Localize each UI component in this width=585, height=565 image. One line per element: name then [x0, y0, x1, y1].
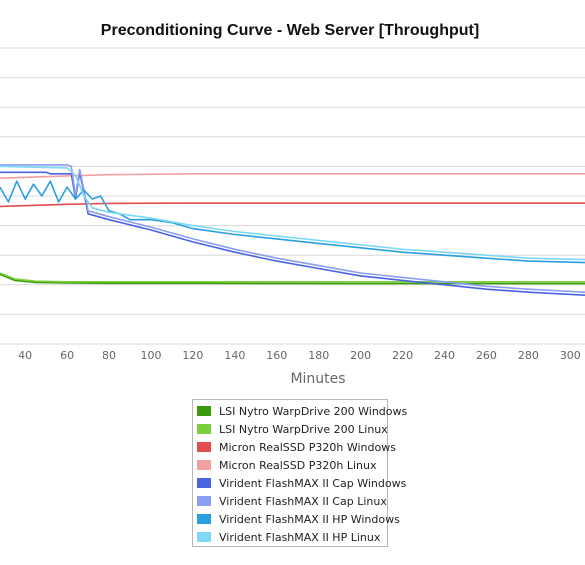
legend-swatch	[197, 424, 211, 434]
series-line-8	[0, 165, 585, 261]
x-tick-label: 260	[476, 349, 497, 362]
x-tick-label: 220	[392, 349, 413, 362]
series-line-3	[0, 202, 585, 208]
legend-swatch	[197, 478, 211, 488]
legend-label: Micron RealSSD P320h Windows	[219, 440, 396, 454]
legend-item: Virident FlashMAX II HP Linux	[197, 528, 383, 546]
x-tick-label: 100	[140, 349, 161, 362]
legend-item: Virident FlashMAX II Cap Windows	[197, 474, 406, 492]
legend-label: Virident FlashMAX II Cap Windows	[219, 476, 407, 490]
x-tick-label: 240	[434, 349, 455, 362]
plot-area	[0, 164, 585, 296]
legend-label: Micron RealSSD P320h Linux	[219, 458, 377, 472]
x-tick-label: 200	[350, 349, 371, 362]
legend-item: LSI Nytro WarpDrive 200 Windows	[197, 402, 407, 420]
chart-title: Preconditioning Curve - Web Server [Thro…	[101, 22, 479, 39]
legend-swatch	[197, 460, 211, 470]
x-axis-label: Minutes	[290, 371, 345, 387]
legend-item: Virident FlashMAX II HP Windows	[197, 510, 400, 528]
legend-label: LSI Nytro WarpDrive 200 Linux	[219, 422, 388, 436]
x-tick-label: 280	[518, 349, 539, 362]
series-line-6	[0, 164, 585, 293]
legend-swatch	[197, 514, 211, 524]
legend-item: Virident FlashMAX II Cap Linux	[197, 492, 387, 510]
x-tick-label: 300	[560, 349, 581, 362]
x-tick-label: 40	[18, 349, 32, 362]
x-tick-label: 120	[182, 349, 203, 362]
x-tick-label: 160	[266, 349, 287, 362]
grid-lines	[0, 47, 585, 345]
legend-item: Micron RealSSD P320h Linux	[197, 456, 383, 474]
legend-item: Micron RealSSD P320h Windows	[197, 438, 396, 456]
legend-label: Virident FlashMAX II HP Windows	[219, 512, 400, 526]
legend-item: LSI Nytro WarpDrive 200 Linux	[197, 420, 388, 438]
series-line-1	[0, 273, 585, 285]
legend-label: LSI Nytro WarpDrive 200 Windows	[219, 404, 408, 418]
legend-swatch	[197, 442, 211, 452]
legend-swatch	[197, 406, 211, 416]
legend-label: Virident FlashMAX II HP Linux	[219, 530, 381, 544]
series-line-5	[0, 171, 585, 296]
x-tick-labels: 40 60 80 100 120 140 160 180 200 220 240 260 280 300	[18, 349, 581, 362]
x-tick-label: 180	[308, 349, 329, 362]
x-tick-label: 60	[60, 349, 74, 362]
series-line-2	[0, 272, 585, 283]
x-tick-label: 140	[224, 349, 245, 362]
legend-swatch	[197, 532, 211, 542]
series-line-4	[0, 173, 585, 179]
legend-label: Virident FlashMAX II Cap Linux	[219, 494, 387, 508]
x-tick-label: 80	[102, 349, 116, 362]
series-line-7	[0, 180, 585, 264]
legend-swatch	[197, 496, 211, 506]
legend: LSI Nytro WarpDrive 200 Windows LSI Nytro…	[192, 399, 407, 547]
